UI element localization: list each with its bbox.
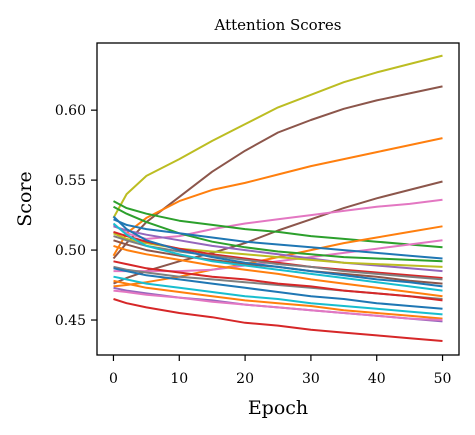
series-line-10 [113, 218, 443, 260]
x-tick-label: 40 [368, 371, 386, 387]
y-tick-label: 0.60 [55, 103, 86, 119]
x-tick-label: 30 [302, 371, 320, 387]
series-line-22 [113, 275, 443, 316]
series-line-23 [113, 279, 443, 320]
x-tick-label: 0 [109, 371, 118, 387]
series-line-12 [113, 232, 443, 268]
series-line-9 [113, 205, 443, 263]
series-line-25 [113, 289, 443, 321]
x-tick-label: 20 [236, 371, 254, 387]
chart-title: Attention Scores [214, 16, 342, 34]
series-line-21 [113, 267, 443, 310]
x-axis-ticks: 0 10 20 30 40 50 [109, 355, 451, 387]
series-line-16 [112, 215, 443, 288]
y-axis-label: Score [14, 171, 36, 226]
x-axis-label: Epoch [248, 397, 308, 419]
x-tick-label: 10 [170, 371, 188, 387]
y-tick-label: 0.50 [55, 243, 86, 259]
series-lines [112, 54, 443, 342]
y-axis-ticks: 0.45 0.50 0.55 0.60 [55, 103, 97, 329]
x-tick-label: 50 [434, 371, 452, 387]
series-line-2 [112, 85, 443, 260]
series-line-6 [113, 200, 443, 249]
series-line-11 [113, 225, 443, 273]
series-line-26 [113, 298, 443, 342]
plot-frame [96, 42, 460, 356]
series-line-1 [112, 54, 443, 219]
series-line-13 [113, 230, 443, 279]
y-tick-label: 0.45 [55, 313, 86, 329]
series-line-18 [113, 244, 443, 298]
y-tick-label: 0.55 [55, 173, 86, 189]
series-line-5 [112, 198, 443, 240]
series-line-17 [112, 222, 443, 292]
series-line-20 [113, 260, 443, 302]
